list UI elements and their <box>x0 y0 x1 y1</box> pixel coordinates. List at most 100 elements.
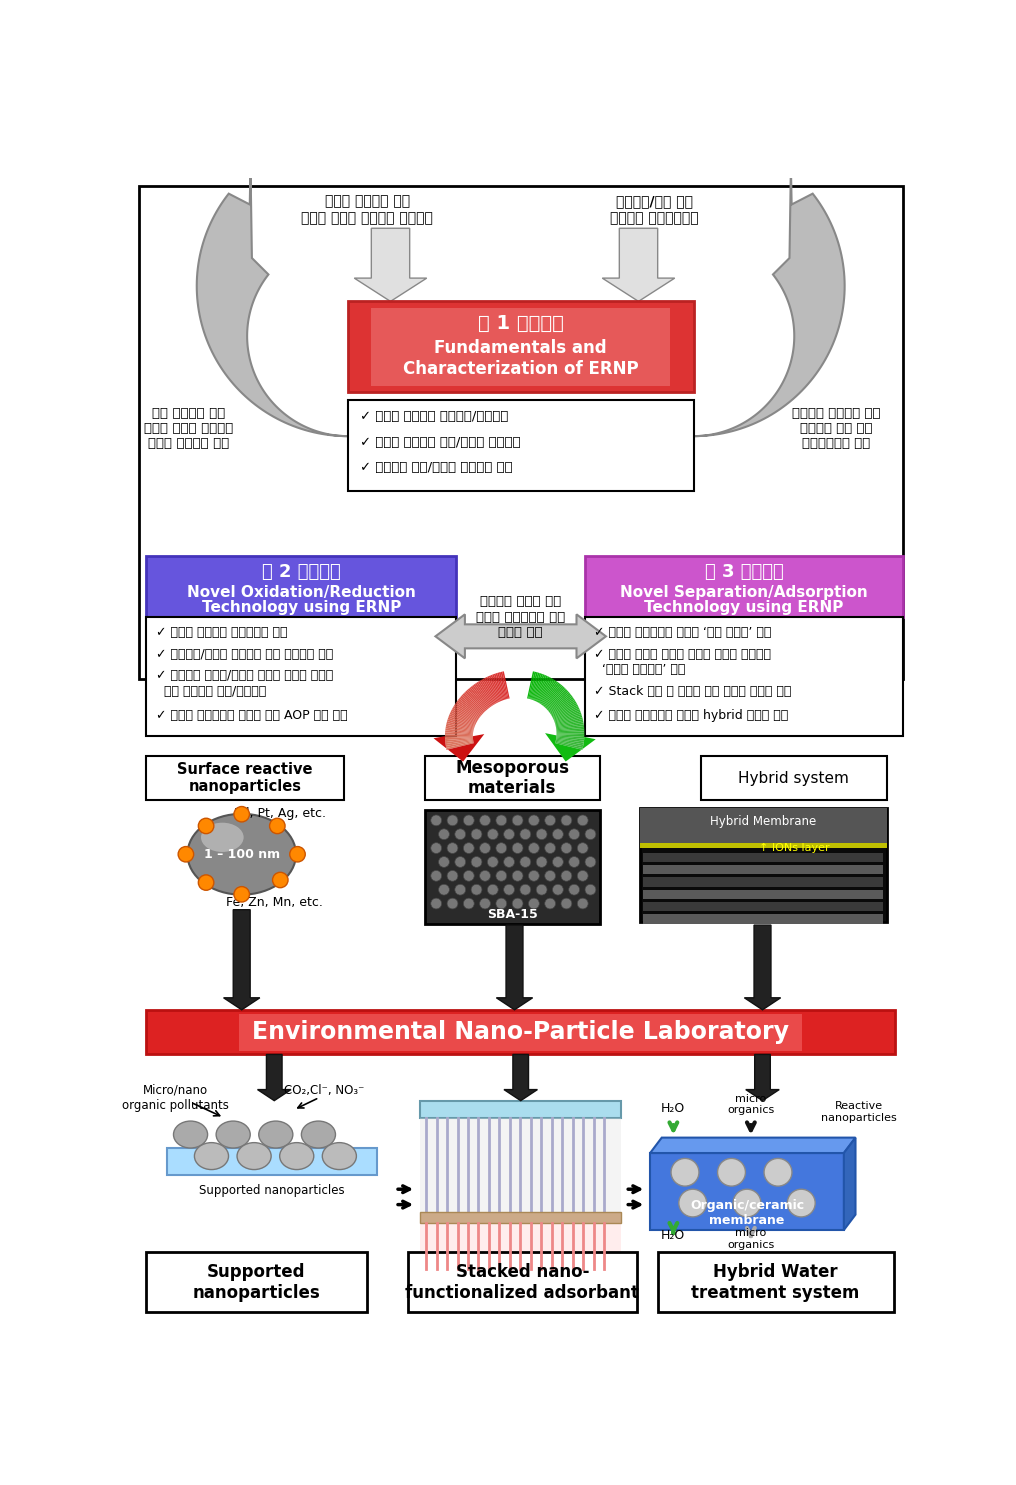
Circle shape <box>272 872 289 888</box>
Bar <box>371 307 671 386</box>
Polygon shape <box>545 734 595 762</box>
Polygon shape <box>447 722 473 729</box>
Circle shape <box>290 846 305 861</box>
Circle shape <box>439 884 449 895</box>
Polygon shape <box>548 692 570 711</box>
Polygon shape <box>497 925 532 1010</box>
Circle shape <box>585 884 595 895</box>
Polygon shape <box>451 710 477 723</box>
Text: 반응성 나노입자 정의: 반응성 나노입자 정의 <box>325 195 409 208</box>
Polygon shape <box>484 677 498 702</box>
Polygon shape <box>543 683 561 705</box>
Circle shape <box>431 870 442 881</box>
Polygon shape <box>531 673 542 699</box>
Text: ✓ 반응성 나노입자를 이용한 기존 AOP 효율 향상: ✓ 반응성 나노입자를 이용한 기존 AOP 효율 향상 <box>155 710 347 722</box>
Text: 처리효율 평가자료 제공: 처리효율 평가자료 제공 <box>791 407 881 420</box>
Text: CO₂,Cl⁻, NO₃⁻: CO₂,Cl⁻, NO₃⁻ <box>284 1084 365 1097</box>
Circle shape <box>504 829 514 839</box>
Circle shape <box>561 870 572 881</box>
Circle shape <box>439 829 449 839</box>
Text: Hybrid Water
treatment system: Hybrid Water treatment system <box>692 1262 860 1302</box>
Polygon shape <box>745 925 780 1010</box>
Polygon shape <box>458 698 481 717</box>
Polygon shape <box>530 673 539 699</box>
Circle shape <box>496 898 507 909</box>
Bar <box>643 915 883 924</box>
Polygon shape <box>446 725 473 732</box>
Ellipse shape <box>194 1142 229 1170</box>
Polygon shape <box>553 704 578 719</box>
Polygon shape <box>555 716 582 725</box>
Bar <box>643 878 883 887</box>
Polygon shape <box>445 740 473 744</box>
Text: ✓ 나노입자 특성/반응성 평가지표 개발: ✓ 나노입자 특성/반응성 평가지표 개발 <box>360 462 512 474</box>
Polygon shape <box>553 705 579 719</box>
Polygon shape <box>446 726 473 732</box>
Text: Mesoporous
materials: Mesoporous materials <box>455 759 569 797</box>
Polygon shape <box>452 707 478 722</box>
Circle shape <box>431 898 442 909</box>
Circle shape <box>488 829 498 839</box>
Polygon shape <box>465 691 486 711</box>
Bar <box>585 618 903 737</box>
Circle shape <box>455 857 465 867</box>
Polygon shape <box>355 229 427 301</box>
Circle shape <box>585 857 595 867</box>
Circle shape <box>569 884 579 895</box>
Bar <box>408 1252 637 1313</box>
Polygon shape <box>541 680 557 704</box>
Polygon shape <box>556 738 584 742</box>
Circle shape <box>569 829 579 839</box>
Polygon shape <box>554 711 581 722</box>
Polygon shape <box>455 702 479 720</box>
Polygon shape <box>497 673 506 699</box>
Polygon shape <box>527 671 534 698</box>
Polygon shape <box>494 674 504 701</box>
Circle shape <box>439 857 449 867</box>
Text: Supported
nanoparticles: Supported nanoparticles <box>193 1262 320 1302</box>
Text: ✓ Stack 형태 및 고정상 신속 수처리 시스템 개발: ✓ Stack 형태 및 고정상 신속 수처리 시스템 개발 <box>594 685 791 698</box>
Text: Micro/nano
organic pollutants: Micro/nano organic pollutants <box>122 1084 229 1112</box>
Bar <box>640 808 887 922</box>
Text: 제 3 기술주제: 제 3 기술주제 <box>704 563 783 582</box>
Text: 재료선택기준 제시: 재료선택기준 제시 <box>802 438 871 450</box>
Text: 신기술 개발: 신기술 개발 <box>499 627 543 639</box>
Text: 새로운 반응성 나노입자 제조기술: 새로운 반응성 나노입자 제조기술 <box>302 211 433 226</box>
Circle shape <box>520 857 530 867</box>
Bar <box>658 1252 894 1313</box>
Circle shape <box>512 842 523 854</box>
Circle shape <box>488 884 498 895</box>
Polygon shape <box>459 696 482 716</box>
Ellipse shape <box>259 1121 293 1148</box>
Text: ‘반응성 멤브레인’ 기술: ‘반응성 멤브레인’ 기술 <box>594 662 686 676</box>
Circle shape <box>577 870 588 881</box>
Text: Reactive
nanoparticles: Reactive nanoparticles <box>822 1102 897 1123</box>
Circle shape <box>496 842 507 854</box>
Text: Hybrid system: Hybrid system <box>738 771 849 786</box>
Bar <box>420 1118 622 1212</box>
Polygon shape <box>554 707 579 720</box>
Circle shape <box>234 806 250 821</box>
Polygon shape <box>446 740 473 745</box>
Polygon shape <box>449 714 475 726</box>
Text: Fundamentals and: Fundamentals and <box>435 339 607 356</box>
Text: Characterization of ERNP: Characterization of ERNP <box>403 361 638 379</box>
Polygon shape <box>556 725 584 729</box>
Polygon shape <box>496 673 505 699</box>
Polygon shape <box>464 692 485 713</box>
Polygon shape <box>453 705 478 722</box>
Ellipse shape <box>187 814 296 894</box>
Polygon shape <box>557 729 584 732</box>
Polygon shape <box>467 689 488 710</box>
Circle shape <box>198 818 213 833</box>
Polygon shape <box>533 674 545 701</box>
Text: Environmental Nano-Particle Laboratory: Environmental Nano-Particle Laboratory <box>252 1020 789 1044</box>
Text: ✓ 반응성 나노입자 반응동력학 규명: ✓ 반응성 나노입자 반응동력학 규명 <box>155 627 288 639</box>
Circle shape <box>463 815 474 826</box>
Polygon shape <box>469 688 488 710</box>
Polygon shape <box>544 685 562 707</box>
Circle shape <box>480 870 491 881</box>
Circle shape <box>577 815 588 826</box>
Bar <box>643 901 883 912</box>
Circle shape <box>536 884 547 895</box>
